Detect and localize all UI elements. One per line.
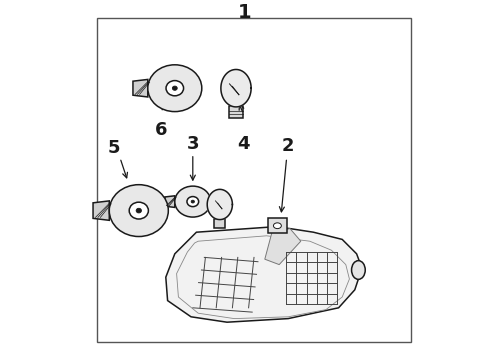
Polygon shape <box>265 229 301 265</box>
Polygon shape <box>207 189 232 220</box>
Ellipse shape <box>109 185 169 237</box>
Bar <box>98 18 411 342</box>
Bar <box>268 218 287 233</box>
Polygon shape <box>221 69 251 107</box>
Polygon shape <box>93 201 109 220</box>
Ellipse shape <box>166 81 184 96</box>
Polygon shape <box>133 80 148 97</box>
Ellipse shape <box>273 223 281 229</box>
Text: 5: 5 <box>107 139 120 157</box>
Ellipse shape <box>351 261 365 279</box>
Ellipse shape <box>175 186 211 217</box>
Text: 4: 4 <box>237 135 249 153</box>
Bar <box>229 106 243 118</box>
Polygon shape <box>166 227 362 322</box>
Text: 3: 3 <box>187 135 200 153</box>
Ellipse shape <box>191 200 195 203</box>
Ellipse shape <box>148 65 202 112</box>
Bar <box>215 219 225 228</box>
Ellipse shape <box>187 197 198 207</box>
Ellipse shape <box>172 86 177 90</box>
Text: 1: 1 <box>238 3 252 22</box>
Ellipse shape <box>136 208 142 213</box>
Text: 2: 2 <box>281 137 294 155</box>
Polygon shape <box>165 196 175 207</box>
Text: 6: 6 <box>155 121 168 139</box>
Ellipse shape <box>129 202 148 219</box>
